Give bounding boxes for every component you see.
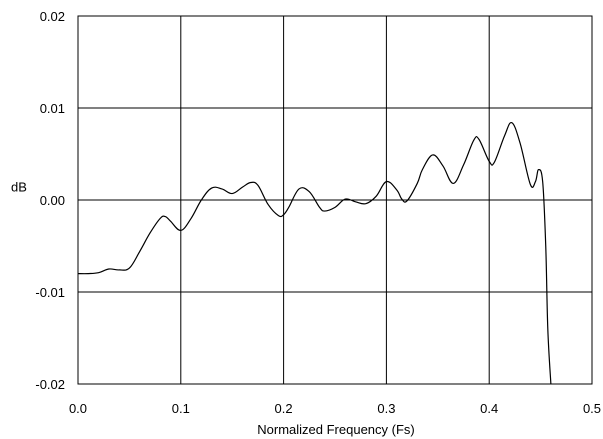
x-tick-label: 0.3	[377, 401, 395, 416]
x-tick-label: 0.2	[275, 401, 293, 416]
y-axis-label: dB	[11, 179, 27, 194]
tick-labels: 0.0 0.1 0.2 0.3 0.4 0.5 0.02 0.01 0.00 -0.01 -0.02	[35, 9, 601, 416]
grid	[77, 15, 593, 385]
x-axis-label: Normalized Frequency (Fs)	[257, 422, 415, 437]
plot-frame	[77, 15, 593, 385]
series-line	[77, 122, 552, 385]
x-tick-label: 0.1	[172, 401, 190, 416]
x-tick-label: 0.4	[480, 401, 498, 416]
y-tick-label: -0.02	[35, 377, 65, 392]
y-tick-label: -0.01	[35, 285, 65, 300]
y-tick-label: 0.01	[40, 101, 65, 116]
x-tick-label: 0.5	[583, 401, 601, 416]
y-tick-label: 0.00	[40, 193, 65, 208]
y-tick-label: 0.02	[40, 9, 65, 24]
x-tick-label: 0.0	[69, 401, 87, 416]
plot-area	[77, 122, 552, 385]
